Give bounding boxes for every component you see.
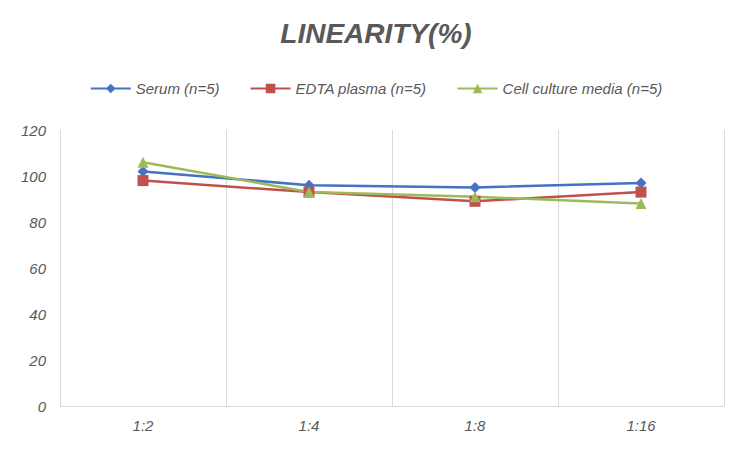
svg-text:1:4: 1:4 xyxy=(299,417,320,434)
svg-text:1:2: 1:2 xyxy=(133,417,155,434)
svg-text:100: 100 xyxy=(21,168,47,185)
svg-text:0: 0 xyxy=(38,398,47,415)
svg-text:Serum (n=5): Serum (n=5) xyxy=(136,80,220,97)
svg-text:80: 80 xyxy=(29,214,46,231)
svg-text:20: 20 xyxy=(28,352,46,369)
svg-text:1:16: 1:16 xyxy=(626,417,656,434)
svg-text:EDTA plasma (n=5): EDTA plasma (n=5) xyxy=(296,80,426,97)
svg-text:40: 40 xyxy=(29,306,46,323)
svg-text:LINEARITY(%): LINEARITY(%) xyxy=(280,18,471,49)
svg-text:1:8: 1:8 xyxy=(465,417,487,434)
svg-text:Cell culture media (n=5): Cell culture media (n=5) xyxy=(503,80,663,97)
svg-text:60: 60 xyxy=(29,260,46,277)
svg-text:120: 120 xyxy=(21,122,47,139)
